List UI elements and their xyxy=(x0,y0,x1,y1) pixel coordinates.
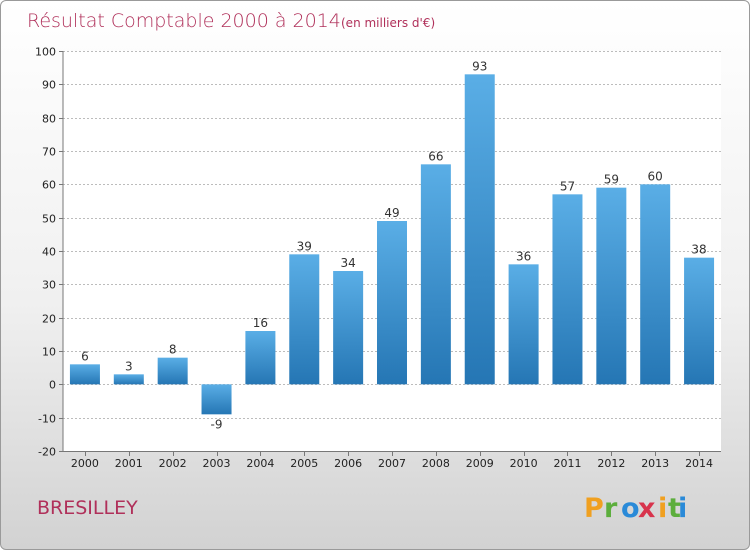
bar-value-label: 16 xyxy=(253,316,268,330)
x-tick-label: 2001 xyxy=(115,457,143,470)
x-tick-label: 2004 xyxy=(246,457,274,470)
logo-letter: o xyxy=(621,493,640,524)
bar-value-label: 3 xyxy=(125,359,133,373)
bar-value-label: 66 xyxy=(428,149,443,163)
logo-letter: t xyxy=(668,493,681,524)
x-axis: 2000 2001 2002 2003 2004 2005 2006 2007 2008 2009… xyxy=(63,451,721,470)
bar-value-label: -9 xyxy=(211,417,223,431)
x-tick-label: 2009 xyxy=(466,457,494,470)
logo-letter: i xyxy=(678,493,687,524)
y-tick-label: 90 xyxy=(42,79,56,92)
logo-letter: x xyxy=(638,493,655,524)
bar[interactable] xyxy=(377,221,407,385)
bar-value-label: 39 xyxy=(297,239,312,253)
commune-name: BRESILLEY xyxy=(37,497,138,519)
y-tick-label: 10 xyxy=(42,346,56,359)
bar-value-label: 8 xyxy=(169,343,177,357)
bars xyxy=(69,74,715,415)
bar[interactable] xyxy=(113,374,144,385)
chart-subtitle: (en milliers d'€) xyxy=(341,16,435,30)
bar[interactable] xyxy=(684,257,715,385)
x-tick-label: 2013 xyxy=(641,457,669,470)
x-tick-label: 2005 xyxy=(290,457,318,470)
x-tick-label: 2011 xyxy=(553,457,581,470)
y-tick-label: 60 xyxy=(42,179,56,192)
y-tick-label: -10 xyxy=(38,413,56,426)
bar-value-label: 6 xyxy=(81,349,89,363)
y-axis: -20 -10 0 10 20 30 40 50 60 70 80 90 100 xyxy=(35,46,64,459)
y-tick-label: 50 xyxy=(42,213,56,226)
bar[interactable] xyxy=(508,264,539,385)
y-tick-label: 100 xyxy=(35,46,56,59)
y-tick-label: 40 xyxy=(42,246,56,259)
bar[interactable] xyxy=(333,271,364,385)
bar-value-label: 57 xyxy=(560,179,575,193)
bar-value-label: 49 xyxy=(384,206,399,220)
bar-value-label: 38 xyxy=(691,243,706,257)
x-tick-label: 2008 xyxy=(422,457,450,470)
y-tick-label: 20 xyxy=(42,313,56,326)
bar[interactable] xyxy=(201,384,232,415)
bar-value-label: 93 xyxy=(472,59,487,73)
y-tick-label: 80 xyxy=(42,113,56,126)
bar-value-label: 36 xyxy=(516,249,531,263)
bar[interactable] xyxy=(289,254,320,385)
x-tick-label: 2002 xyxy=(159,457,187,470)
bar-value-label: 60 xyxy=(648,169,663,183)
bar[interactable] xyxy=(552,194,583,385)
bar-value-label: 59 xyxy=(604,173,619,187)
bar[interactable] xyxy=(157,357,188,385)
bar[interactable] xyxy=(69,364,100,385)
logo-letter: i xyxy=(658,493,667,524)
bar[interactable] xyxy=(596,187,627,385)
logo-letter: P xyxy=(584,493,604,524)
bar[interactable] xyxy=(640,184,671,385)
x-tick-label: 2007 xyxy=(378,457,406,470)
grid-lines xyxy=(63,51,721,452)
bar[interactable] xyxy=(464,74,495,385)
logo-letter: r xyxy=(604,493,618,524)
x-tick-label: 2010 xyxy=(510,457,538,470)
x-tick-label: 2014 xyxy=(685,457,713,470)
chart-title: Résultat Comptable 2000 à 2014 xyxy=(27,10,341,32)
x-tick-label: 2012 xyxy=(597,457,625,470)
x-tick-label: 2000 xyxy=(71,457,99,470)
bar[interactable] xyxy=(420,164,451,385)
x-tick-label: 2003 xyxy=(203,457,231,470)
y-tick-label: 0 xyxy=(49,379,56,392)
bar-value-label: 34 xyxy=(340,256,355,270)
y-tick-label: 30 xyxy=(42,279,56,292)
y-tick-label: -20 xyxy=(38,446,56,459)
x-tick-label: 2006 xyxy=(334,457,362,470)
y-tick-label: 70 xyxy=(42,146,56,159)
bar[interactable] xyxy=(245,331,276,385)
